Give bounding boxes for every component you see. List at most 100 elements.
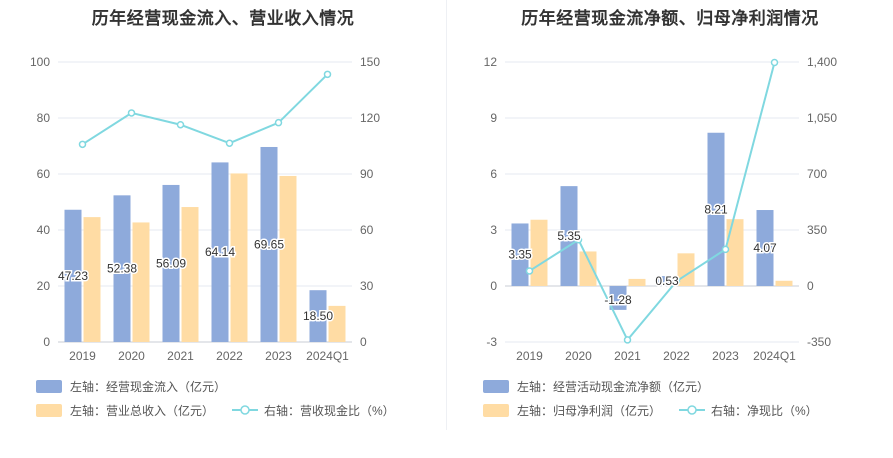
- bar-primary: [260, 146, 278, 342]
- y-right-tick-label: 0: [807, 279, 814, 293]
- line-point: [225, 139, 234, 147]
- y-left-tick-label: 60: [37, 167, 51, 181]
- x-tick-label: 2024Q1: [306, 349, 349, 363]
- bar-data-label: 0.53: [655, 274, 679, 288]
- bar-secondary: [530, 219, 548, 286]
- bar-data-label: 4.07: [753, 241, 777, 255]
- y-left-tick-label: -3: [486, 335, 497, 349]
- y-left-tick-label: 9: [490, 111, 497, 125]
- y-right-tick-label: -350: [807, 335, 831, 349]
- chart-panel-cash-inflow: 历年经营现金流入、营业收入情况 0 0 20 30 40 60 60 90 80 120 100 15…: [0, 0, 446, 458]
- y-left-tick-label: 100: [30, 55, 50, 69]
- line-point: [274, 118, 283, 127]
- x-tick-label: 2021: [167, 349, 194, 363]
- legend-label: 左轴：营业总收入（亿元）: [70, 403, 214, 418]
- x-tick-label: 2019: [69, 349, 96, 363]
- line-point: [323, 70, 332, 79]
- bar-primary: [609, 286, 627, 310]
- bar-secondary: [132, 222, 150, 342]
- legend-swatch-line-marker: [687, 405, 697, 415]
- bar-primary: [658, 276, 676, 286]
- y-right-tick-label: 700: [807, 167, 827, 181]
- bar-primary: [162, 184, 180, 342]
- bar-primary: [707, 132, 725, 286]
- y-left-tick-label: 80: [37, 111, 51, 125]
- x-tick-label: 2020: [118, 349, 145, 363]
- legend-label: 右轴：净现比（%）: [711, 403, 818, 418]
- legend-swatch-primary: [36, 380, 62, 393]
- bar-secondary: [230, 173, 248, 342]
- y-right-tick-label: 1,400: [807, 55, 837, 69]
- y-right-tick-label: 90: [360, 167, 374, 181]
- y-left-tick-label: 0: [490, 279, 497, 293]
- bar-secondary: [328, 305, 346, 342]
- y-left-tick-label: 40: [37, 223, 51, 237]
- y-left-tick-label: 20: [37, 279, 51, 293]
- x-tick-label: 2023: [712, 349, 739, 363]
- legend-label: 左轴：经营现金流入（亿元）: [70, 379, 226, 394]
- line-point: [525, 267, 534, 275]
- legend-swatch-line-marker: [240, 405, 250, 415]
- line-point: [623, 336, 632, 344]
- x-tick-label: 2020: [565, 349, 592, 363]
- bar-secondary: [181, 207, 199, 342]
- legend-label: 左轴：经营活动现金流净额（亿元）: [517, 379, 709, 394]
- y-right-tick-label: 60: [360, 223, 374, 237]
- legend-label: 右轴：营收现金比（%）: [264, 403, 395, 418]
- bar-data-label: 52.38: [107, 262, 137, 276]
- y-left-tick-label: 0: [43, 335, 50, 349]
- y-left-tick-label: 12: [484, 55, 498, 69]
- x-tick-label: 2022: [216, 349, 243, 363]
- panel-divider: [446, 0, 447, 430]
- chart-panel-net-cash: 历年经营现金流净额、归母净利润情况 -3 -350 0 0 3 350 6 700 9 1,050…: [447, 0, 893, 458]
- chart-canvas: 0 0 20 30 40 60 60 90 80 120 100 150 2019 2020 2021 202…: [30, 55, 395, 418]
- legend-swatch-secondary: [483, 404, 509, 417]
- bar-primary: [756, 210, 774, 286]
- line-point: [127, 109, 136, 117]
- bar-secondary: [279, 175, 297, 342]
- x-tick-label: 2021: [614, 349, 641, 363]
- bar-data-label: 56.09: [156, 256, 186, 270]
- bar-data-label: 3.35: [508, 248, 532, 262]
- x-tick-label: 2019: [516, 349, 543, 363]
- line-point: [574, 236, 583, 244]
- bar-secondary: [775, 280, 793, 286]
- y-right-tick-label: 1,050: [807, 111, 837, 125]
- bar-data-label: 47.23: [58, 269, 88, 283]
- bar-primary: [211, 162, 229, 342]
- bar-primary: [511, 223, 529, 286]
- bar-primary: [309, 290, 327, 342]
- y-right-tick-label: 30: [360, 279, 374, 293]
- line-point: [176, 120, 185, 129]
- bar-secondary: [628, 278, 646, 286]
- bar-secondary: [83, 217, 101, 342]
- bar-data-label: 8.21: [704, 202, 728, 216]
- y-right-tick-label: 350: [807, 223, 827, 237]
- x-tick-label: 2023: [265, 349, 292, 363]
- bar-primary: [113, 195, 131, 342]
- bar-primary: [64, 209, 82, 342]
- line-series: [528, 62, 776, 342]
- line-point: [770, 58, 779, 67]
- bar-data-label: -1.28: [604, 293, 632, 307]
- bar-secondary: [579, 251, 597, 286]
- chart-title: 历年经营现金流净额、归母净利润情况: [521, 9, 819, 28]
- line-point: [78, 140, 87, 149]
- chart-title: 历年经营现金流入、营业收入情况: [91, 9, 355, 28]
- bar-data-label: 5.35: [557, 229, 581, 243]
- legend-swatch-secondary: [36, 404, 62, 417]
- legend-swatch-primary: [483, 380, 509, 393]
- x-tick-label: 2024Q1: [753, 349, 796, 363]
- bar-secondary: [726, 219, 744, 286]
- y-right-tick-label: 150: [360, 55, 380, 69]
- line-point: [672, 277, 681, 285]
- bar-data-label: 18.50: [303, 309, 333, 323]
- legend-label: 左轴：归母净利润（亿元）: [517, 403, 661, 418]
- bar-data-label: 69.65: [254, 237, 284, 251]
- y-left-tick-label: 3: [490, 223, 497, 237]
- y-left-tick-label: 6: [490, 167, 497, 181]
- y-right-tick-label: 0: [360, 335, 367, 349]
- line-point: [721, 245, 730, 254]
- bar-primary: [560, 186, 578, 286]
- y-right-tick-label: 120: [360, 111, 380, 125]
